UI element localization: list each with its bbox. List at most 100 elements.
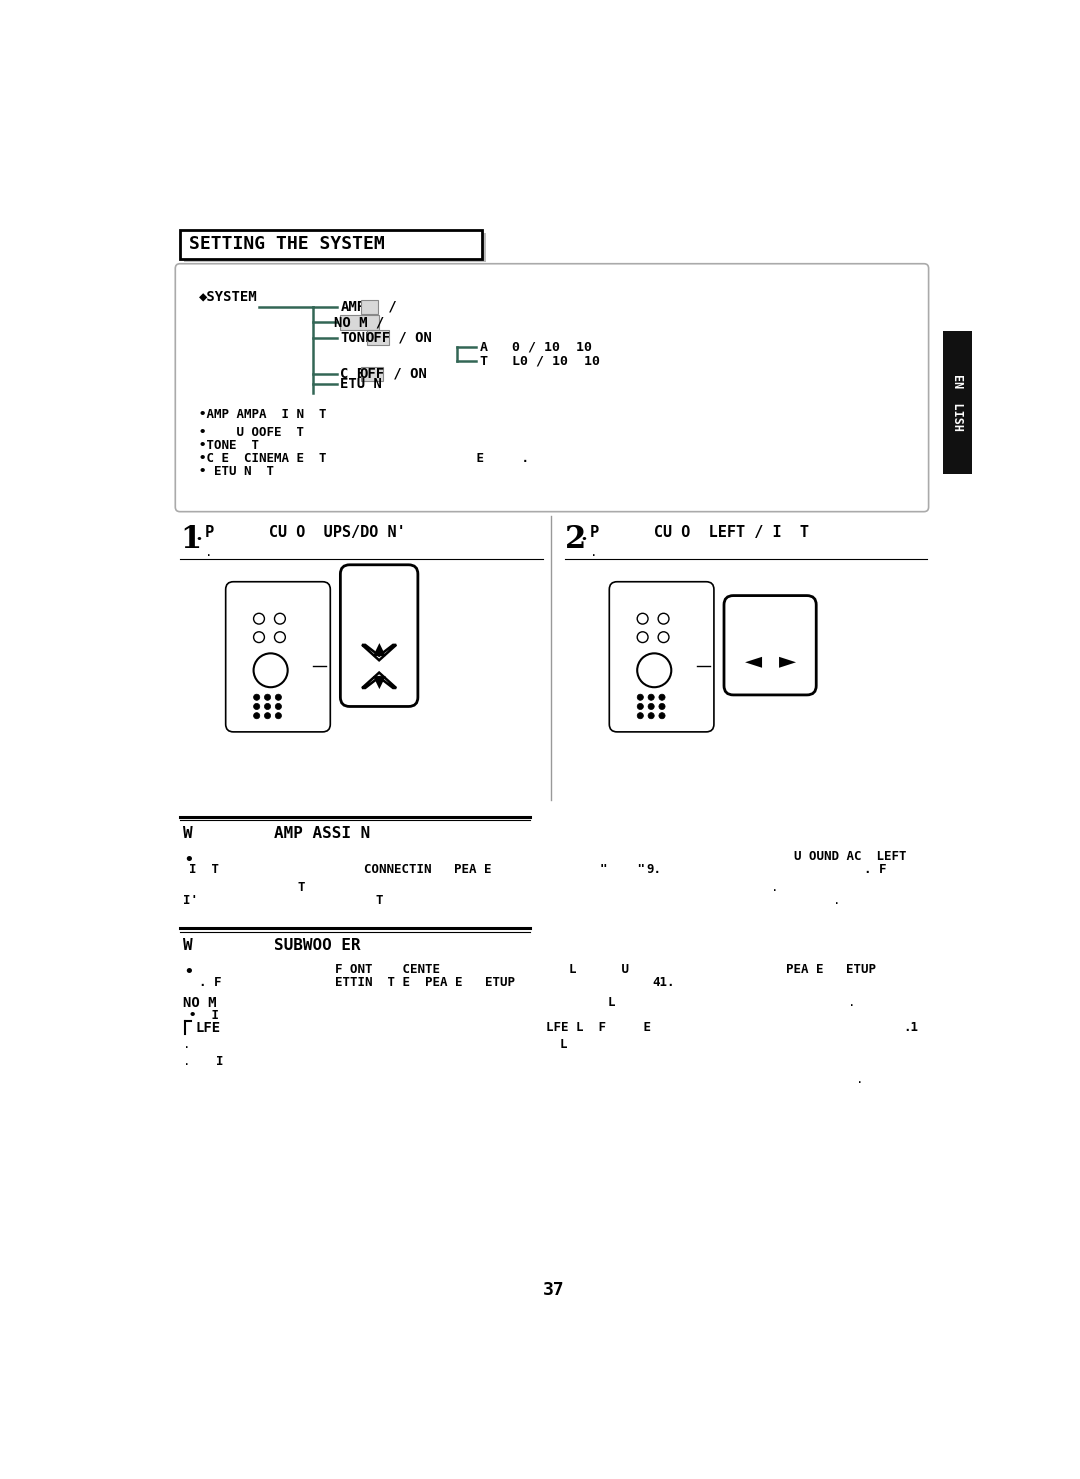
Text: 2: 2 xyxy=(565,524,586,555)
Circle shape xyxy=(254,654,287,688)
Text: 41.: 41. xyxy=(652,976,675,989)
Bar xyxy=(184,232,486,262)
Text: NO M: NO M xyxy=(183,995,217,1010)
Circle shape xyxy=(254,704,260,710)
FancyBboxPatch shape xyxy=(361,367,383,382)
Text: ▲: ▲ xyxy=(373,640,386,658)
Circle shape xyxy=(637,632,648,642)
Circle shape xyxy=(648,713,654,719)
Text: "    ": " " xyxy=(600,862,645,876)
Text: .: . xyxy=(833,893,840,907)
Text: •C E  CINEMA E  T                    E     .: •C E CINEMA E T E . xyxy=(199,453,528,466)
Text: ▼: ▼ xyxy=(373,674,386,692)
Text: A   0 / 10  10: A 0 / 10 10 xyxy=(480,340,592,353)
Text: TONE: TONE xyxy=(340,331,374,345)
Polygon shape xyxy=(362,645,396,660)
Text: W: W xyxy=(183,825,192,842)
FancyBboxPatch shape xyxy=(339,315,379,330)
Text: L: L xyxy=(559,1038,567,1050)
Text: .: . xyxy=(195,527,202,544)
Circle shape xyxy=(637,614,648,624)
Text: . F: . F xyxy=(199,976,221,989)
FancyBboxPatch shape xyxy=(724,596,816,695)
Text: . F: . F xyxy=(864,862,886,876)
Circle shape xyxy=(648,704,654,710)
Text: T: T xyxy=(298,881,306,895)
Text: ETTIN  T E  PEA E   ETUP: ETTIN T E PEA E ETUP xyxy=(335,976,515,989)
Circle shape xyxy=(637,713,644,719)
Text: CONNECTIN   PEA E: CONNECTIN PEA E xyxy=(364,862,491,876)
FancyBboxPatch shape xyxy=(367,330,389,345)
Circle shape xyxy=(637,694,644,701)
Circle shape xyxy=(265,704,271,710)
Bar xyxy=(180,229,482,259)
Text: U OUND AC  LEFT: U OUND AC LEFT xyxy=(794,850,906,862)
Circle shape xyxy=(254,713,260,719)
Polygon shape xyxy=(362,673,396,688)
Text: ◆SYSTEM: ◆SYSTEM xyxy=(199,290,257,303)
Text: T   L0 / 10  10: T L0 / 10 10 xyxy=(480,355,599,367)
Circle shape xyxy=(658,614,669,624)
Text: ◄: ◄ xyxy=(745,651,762,671)
Circle shape xyxy=(648,694,654,701)
Text: AMP ASSI N: AMP ASSI N xyxy=(274,825,370,842)
Text: NO M /: NO M / xyxy=(334,315,384,330)
Circle shape xyxy=(254,614,265,624)
Text: •  I: • I xyxy=(189,1009,219,1022)
Text: I  T: I T xyxy=(189,862,219,876)
Circle shape xyxy=(658,632,669,642)
Text: •: • xyxy=(183,852,193,870)
Text: / ON: / ON xyxy=(384,367,427,380)
Circle shape xyxy=(659,713,665,719)
Circle shape xyxy=(275,713,282,719)
Text: /: / xyxy=(379,300,396,314)
Circle shape xyxy=(265,713,271,719)
Text: •: • xyxy=(183,963,193,981)
Text: P      CU O  UPS/DO N': P CU O UPS/DO N' xyxy=(205,525,405,540)
Text: L: L xyxy=(608,995,616,1009)
Circle shape xyxy=(659,704,665,710)
Text: ETU N: ETU N xyxy=(340,377,382,390)
Text: I': I' xyxy=(183,893,198,907)
Text: • ETU N  T: • ETU N T xyxy=(199,466,273,479)
Text: •TONE  T: •TONE T xyxy=(199,439,258,453)
Text: .1: .1 xyxy=(903,1021,918,1034)
Text: •    U OOFE  T: • U OOFE T xyxy=(199,426,303,439)
Circle shape xyxy=(254,632,265,642)
Circle shape xyxy=(637,654,672,688)
Bar xyxy=(943,331,972,473)
Text: I: I xyxy=(216,1056,224,1068)
Text: .: . xyxy=(770,881,778,895)
Text: .: . xyxy=(205,546,213,559)
FancyBboxPatch shape xyxy=(361,300,378,314)
Text: EN  LISH: EN LISH xyxy=(950,374,963,432)
Text: .: . xyxy=(183,1038,190,1050)
Circle shape xyxy=(659,694,665,701)
Text: 1: 1 xyxy=(180,524,201,555)
Text: .: . xyxy=(581,527,588,544)
Text: •AMP AMPA  I N  T: •AMP AMPA I N T xyxy=(199,408,326,422)
Text: 9.: 9. xyxy=(647,862,661,876)
Circle shape xyxy=(254,694,260,701)
FancyBboxPatch shape xyxy=(340,565,418,707)
Text: LFE L  F     E: LFE L F E xyxy=(545,1021,651,1034)
Text: / ON: / ON xyxy=(390,331,432,345)
Text: SETTING THE SYSTEM: SETTING THE SYSTEM xyxy=(189,235,384,253)
FancyBboxPatch shape xyxy=(609,581,714,732)
Text: .: . xyxy=(590,546,597,559)
Circle shape xyxy=(274,614,285,624)
Text: PEA E   ETUP: PEA E ETUP xyxy=(786,963,876,976)
Text: .: . xyxy=(855,1072,863,1086)
Text: F ONT    CENTE: F ONT CENTE xyxy=(335,963,440,976)
Text: L      U: L U xyxy=(569,963,629,976)
Text: .: . xyxy=(848,995,855,1009)
Circle shape xyxy=(637,704,644,710)
FancyBboxPatch shape xyxy=(175,263,929,512)
Circle shape xyxy=(275,694,282,701)
Text: OFF: OFF xyxy=(365,331,390,345)
Text: 37: 37 xyxy=(542,1281,565,1299)
Text: AMP: AMP xyxy=(340,300,365,314)
Text: SUBWOO ER: SUBWOO ER xyxy=(274,938,361,952)
Circle shape xyxy=(265,694,271,701)
Circle shape xyxy=(275,704,282,710)
